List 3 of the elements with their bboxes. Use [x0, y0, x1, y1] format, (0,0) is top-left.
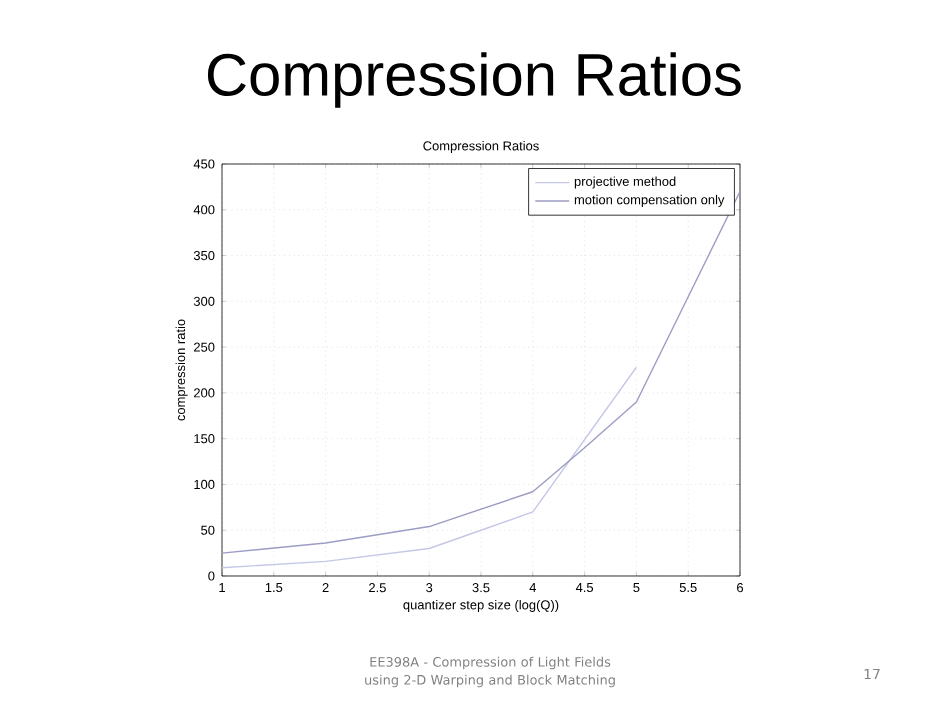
chart-title: Compression Ratios [207, 52, 741, 108]
line-series [222, 190, 740, 554]
line-series [222, 366, 638, 569]
